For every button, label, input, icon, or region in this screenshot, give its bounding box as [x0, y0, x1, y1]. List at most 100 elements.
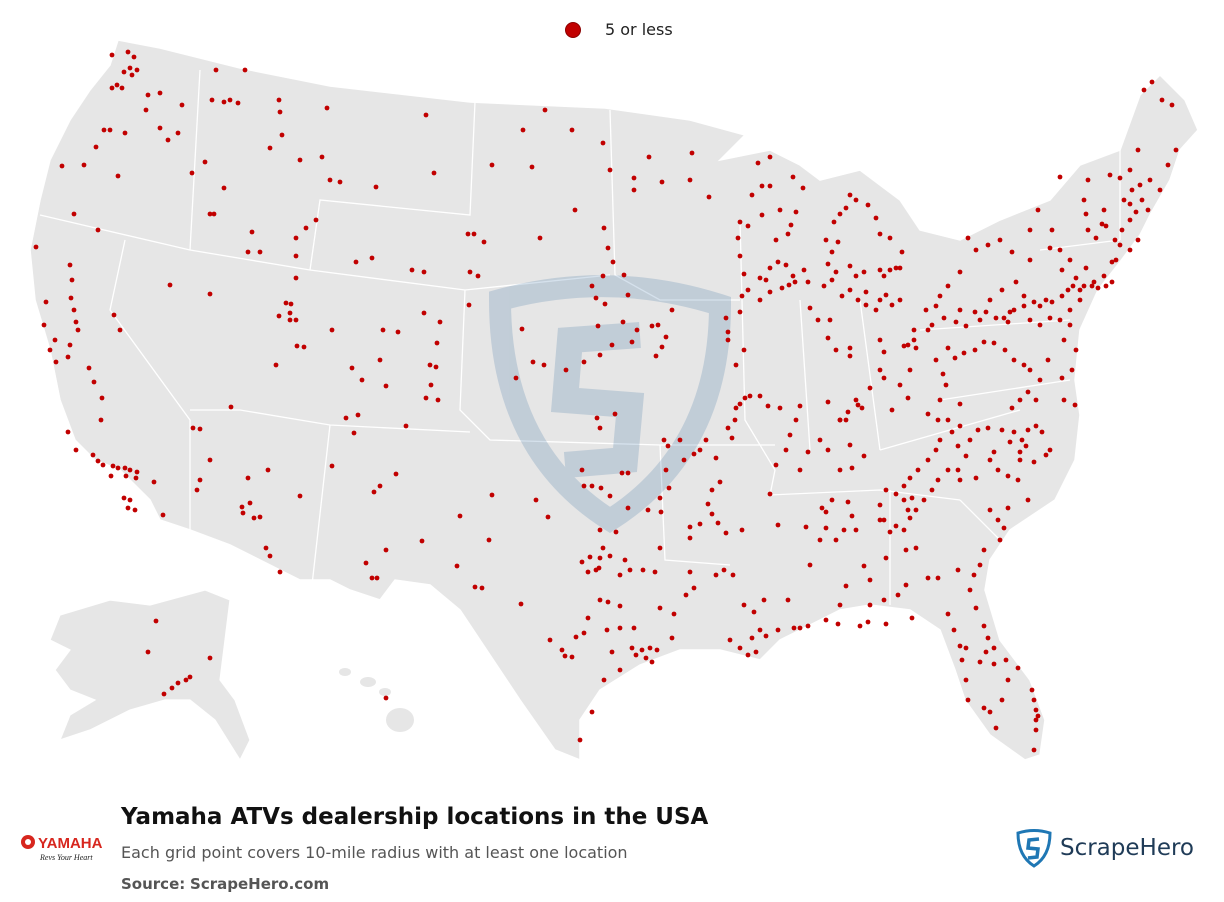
dealer-dot [1015, 665, 1021, 671]
dealer-dot [1109, 279, 1115, 285]
dealer-dot [67, 262, 73, 268]
dealer-dot [605, 245, 611, 251]
dealer-dot [977, 317, 983, 323]
source-label: Source: [121, 875, 186, 893]
dealer-dot [221, 99, 227, 105]
dealer-dot [227, 97, 233, 103]
legend-label: 5 or less [605, 20, 673, 39]
dealer-dot [1072, 402, 1078, 408]
dealer-dot [245, 475, 251, 481]
dealer-dot [889, 302, 895, 308]
dealer-dot [100, 462, 106, 468]
dealer-dot [967, 587, 973, 593]
svg-text:Revs Your Heart: Revs Your Heart [39, 853, 93, 862]
dealer-dot [925, 411, 931, 417]
dealer-dot [957, 477, 963, 483]
dealer-dot [823, 525, 829, 531]
dealer-dot [602, 301, 608, 307]
dealer-dot [279, 132, 285, 138]
dealer-dot [837, 211, 843, 217]
dealer-dot [807, 562, 813, 568]
dealer-dot [294, 343, 300, 349]
dealer-dot [805, 449, 811, 455]
dealer-dot [489, 162, 495, 168]
dealer-dot [783, 262, 789, 268]
dealer-dot [861, 269, 867, 275]
dealer-dot [665, 443, 671, 449]
dealer-dot [833, 537, 839, 543]
dealer-dot [903, 582, 909, 588]
dealer-dot [1119, 227, 1125, 233]
dealer-dot [823, 509, 829, 515]
dealer-dot [825, 335, 831, 341]
dealer-dot [709, 511, 715, 517]
dealer-dot [620, 319, 626, 325]
dealer-dot [127, 497, 133, 503]
dealer-dot [569, 654, 575, 660]
dealer-dot [629, 645, 635, 651]
dealer-dot [91, 379, 97, 385]
dealer-dot [545, 514, 551, 520]
dealer-dot [775, 627, 781, 633]
dealer-dot [52, 337, 58, 343]
dealer-dot [529, 164, 535, 170]
dealer-dot [117, 327, 123, 333]
dealer-dot [787, 432, 793, 438]
dealer-dot [725, 425, 731, 431]
dealer-dot [1011, 357, 1017, 363]
dealer-dot [1023, 443, 1029, 449]
dealer-dot [929, 322, 935, 328]
dealer-dot [865, 619, 871, 625]
dealer-dot [913, 507, 919, 513]
dealer-dot [723, 315, 729, 321]
dealer-dot [122, 130, 128, 136]
dealer-dot [1085, 227, 1091, 233]
dealer-dot [713, 572, 719, 578]
dealer-dot [1103, 223, 1109, 229]
dealer-dot [897, 265, 903, 271]
dealer-dot [1005, 677, 1011, 683]
dealer-dot [655, 322, 661, 328]
source-value: ScrapeHero.com [190, 875, 330, 893]
dealer-dot [435, 397, 441, 403]
dealer-dot [542, 107, 548, 113]
dealer-dot [773, 237, 779, 243]
dealer-dot [793, 209, 799, 215]
dealer-dot [617, 625, 623, 631]
dealer-dot [297, 493, 303, 499]
dealer-dot [985, 242, 991, 248]
dealer-dot [793, 417, 799, 423]
dealer-dot [194, 487, 200, 493]
dealer-dot [981, 623, 987, 629]
dealer-dot [581, 483, 587, 489]
dealer-dot [190, 425, 196, 431]
dealer-dot [351, 430, 357, 436]
dealer-dot [428, 382, 434, 388]
dealer-dot [955, 467, 961, 473]
dealer-dot [765, 403, 771, 409]
dealer-dot [1017, 449, 1023, 455]
dealer-dot [319, 154, 325, 160]
dealer-dot [827, 317, 833, 323]
map-title: Yamaha ATVs dealership locations in the … [121, 804, 709, 830]
dealer-dot [562, 653, 568, 659]
dealer-dot [821, 283, 827, 289]
dealer-dot [945, 283, 951, 289]
dealer-dot [600, 545, 606, 551]
dealer-dot [609, 649, 615, 655]
dealer-dot [633, 652, 639, 658]
dealer-dot [761, 597, 767, 603]
dealer-dot [577, 737, 583, 743]
watermark-shield-icon [488, 275, 732, 534]
dealer-dot [999, 427, 1005, 433]
dealer-dot [909, 615, 915, 621]
dealer-dot [1103, 283, 1109, 289]
dealer-dot [825, 447, 831, 453]
dealer-dot [889, 407, 895, 413]
dealer-dot [472, 584, 478, 590]
dealer-dot [972, 347, 978, 353]
dealer-dot [1149, 79, 1155, 85]
dealer-dot [1015, 477, 1021, 483]
dealer-dot [1077, 297, 1083, 303]
dealer-dot [257, 514, 263, 520]
